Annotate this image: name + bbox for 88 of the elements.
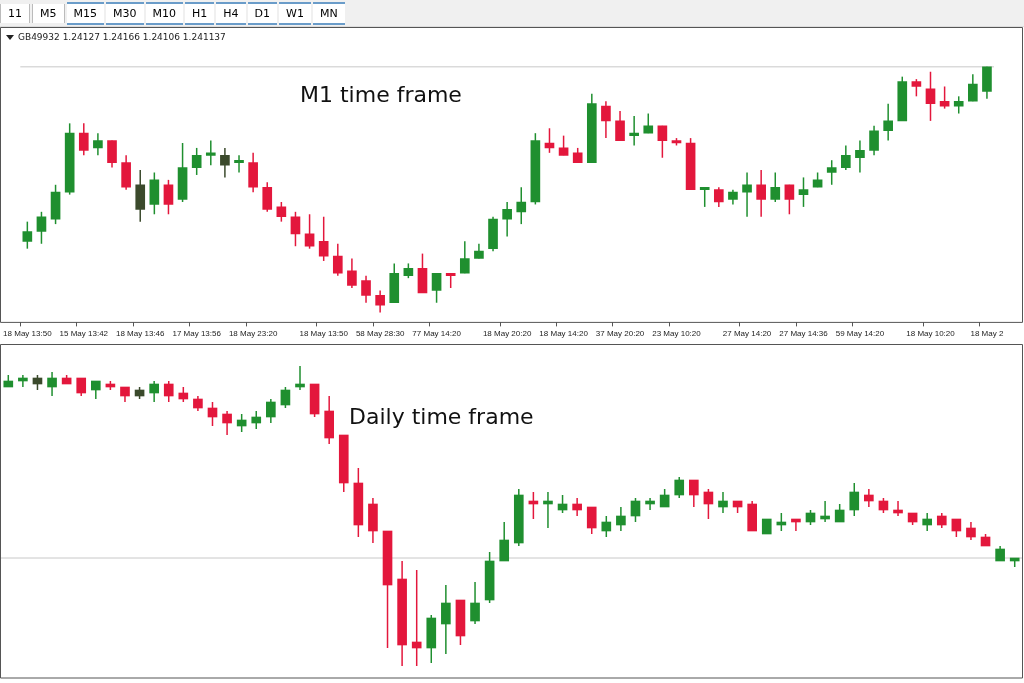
- text: M5: [32, 3, 65, 23]
- text: M1 time frame: [300, 82, 462, 107]
- x-tick-label: 59 May 14:20: [835, 329, 885, 339]
- candlestick: [262, 181, 273, 213]
- x-tick-label: 27 May 14:20: [722, 329, 772, 339]
- candlestick: [713, 186, 724, 208]
- candlestick: [558, 134, 569, 157]
- candlestick: [431, 272, 442, 304]
- candlestick: [643, 112, 654, 134]
- candlestick: [883, 102, 893, 142]
- candlestick: [869, 125, 879, 157]
- candlestick: [107, 139, 117, 169]
- candlestick: [798, 176, 809, 208]
- candlestick: [332, 243, 343, 277]
- candlestick: [499, 521, 510, 562]
- candlestick: [205, 139, 216, 166]
- text: H1: [185, 1, 215, 25]
- candlestick: [968, 73, 978, 102]
- x-tick-label: 17 May 13:56: [172, 329, 222, 339]
- candlestick: [925, 70, 936, 122]
- candlestick: [849, 482, 860, 517]
- candlestick: [718, 491, 728, 514]
- x-tick-label: 18 May 13:46: [115, 329, 166, 339]
- candlestick: [601, 515, 612, 538]
- candlestick: [784, 184, 795, 216]
- candlestick: [163, 179, 174, 216]
- candlestick: [304, 213, 315, 250]
- candlestick: [36, 211, 47, 245]
- candlestick: [78, 122, 89, 157]
- candlestick: [234, 154, 244, 174]
- text: M15: [66, 1, 104, 25]
- candlestick: [657, 125, 668, 159]
- candlestick: [601, 100, 611, 139]
- candlestick: [470, 581, 480, 625]
- candlestick: [318, 215, 329, 262]
- candlestick: [47, 371, 57, 397]
- candlestick: [615, 110, 625, 142]
- text: M30: [106, 1, 144, 25]
- candlestick: [688, 479, 699, 508]
- candlestick: [191, 147, 202, 176]
- x-tick-label: 23 May 10:20: [652, 329, 702, 339]
- candlestick: [93, 132, 103, 157]
- x-tick-label: 27 May 14:36: [779, 329, 829, 339]
- candlestick: [361, 274, 371, 304]
- chart-subtitle: GB49932 1.24127 1.24166 1.24106 1.241137: [18, 32, 226, 42]
- x-tick-label: 15 May 13:42: [59, 329, 109, 339]
- text: M10: [145, 1, 183, 25]
- candlestick: [163, 380, 174, 403]
- candlestick: [629, 115, 639, 147]
- text: MN: [312, 1, 345, 25]
- candlestick: [516, 186, 527, 225]
- candlestick: [742, 171, 752, 218]
- x-tick-label: 37 May 20:20: [595, 329, 645, 339]
- candlestick: [841, 144, 851, 171]
- candlestick: [699, 186, 710, 208]
- x-tick-label: 18 May 23:20: [228, 329, 278, 339]
- candlestick: [770, 171, 781, 203]
- candlestick: [674, 476, 685, 499]
- text: 11: [0, 3, 30, 23]
- candlestick: [459, 240, 470, 274]
- candlestick: [756, 169, 766, 218]
- candlestick: [290, 211, 301, 247]
- x-tick-label: 77 May 14:20: [412, 329, 462, 339]
- candlestick: [266, 398, 276, 424]
- candlestick: [411, 569, 422, 667]
- candlestick: [586, 506, 597, 535]
- x-tick-label: 18 May 13:50: [299, 329, 349, 339]
- candlestick: [441, 584, 451, 655]
- text: Daily time frame: [349, 404, 534, 429]
- candlestick: [22, 220, 33, 250]
- x-tick-label: 18 May 2: [970, 329, 1004, 339]
- text: W1: [279, 1, 311, 25]
- text: H4: [216, 1, 246, 25]
- text: D1: [247, 1, 278, 25]
- x-tick-label: 18 May 10:20: [906, 329, 956, 339]
- x-tick-label: 18 May 13:50: [3, 329, 53, 339]
- candlestick: [502, 201, 512, 238]
- candlestick: [222, 410, 232, 436]
- candlestick: [375, 289, 385, 314]
- candlestick: [826, 159, 837, 186]
- candlestick: [855, 139, 865, 174]
- x-tick-label: 18 May 20:20: [482, 329, 532, 339]
- candlestick: [616, 506, 626, 532]
- candlestick: [220, 147, 230, 179]
- candlestick: [149, 380, 159, 403]
- x-tick-label: 18 May 14:20: [539, 329, 589, 339]
- x-tick-label: 58 May 28:30: [355, 329, 405, 339]
- candlestick: [347, 257, 357, 289]
